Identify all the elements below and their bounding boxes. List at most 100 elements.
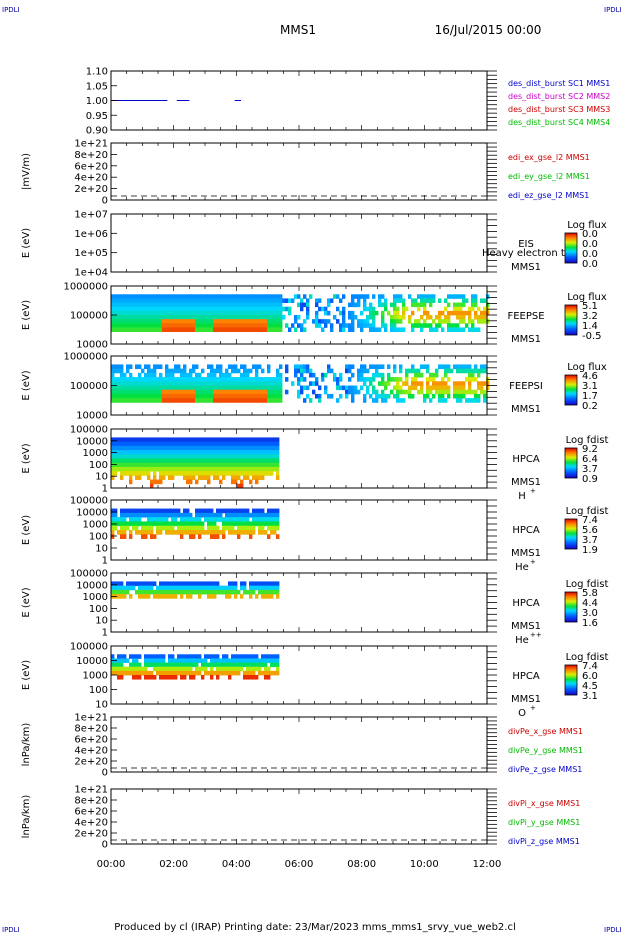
heatmap-cell: [171, 662, 175, 668]
heatmap-cell: [486, 294, 490, 299]
heatmap-cell: [246, 319, 250, 324]
heatmap-cell: [228, 441, 232, 447]
heatmap-cell: [228, 471, 232, 476]
heatmap-cell: [228, 670, 232, 676]
heatmap-cell: [126, 310, 130, 316]
heatmap-cell: [135, 398, 139, 403]
heatmap-cell: [162, 377, 166, 382]
heatmap-cell: [141, 534, 145, 539]
heatmap-cell: [225, 666, 229, 672]
heatmap-cell: [189, 534, 193, 539]
heatmap-cell: [351, 319, 355, 324]
heatmap-cell: [300, 302, 304, 308]
heatmap-cell: [138, 466, 142, 472]
heatmap-cell: [255, 294, 259, 299]
heatmap-cell: [246, 670, 250, 676]
heatmap-cell: [183, 675, 187, 680]
y-tick-label: 0: [102, 768, 108, 779]
species-charge: +: [530, 558, 536, 566]
heatmap-cell: [273, 525, 277, 531]
heatmap-cell: [138, 585, 142, 591]
y-tick-label: 6e+20: [74, 161, 108, 172]
heatmap-cell: [252, 471, 256, 476]
heatmap-cell: [111, 445, 115, 451]
heatmap-cell: [198, 462, 202, 468]
heatmap-cell: [225, 462, 229, 468]
heatmap-cell: [231, 658, 235, 663]
heatmap-cell: [126, 466, 130, 472]
heatmap-cell: [141, 462, 145, 468]
heatmap-cell: [453, 381, 457, 386]
heatmap-cell: [198, 585, 202, 591]
heatmap-cell: [144, 398, 148, 403]
heatmap-cell: [270, 525, 274, 531]
heatmap-cell: [186, 377, 190, 382]
heatmap-cell: [198, 445, 202, 451]
heatmap-cell: [225, 368, 229, 374]
heatmap-cell: [144, 589, 148, 595]
heatmap-cell: [216, 458, 220, 464]
heatmap-cell: [204, 323, 208, 328]
heatmap-cell: [252, 323, 256, 328]
heatmap-cell: [267, 364, 271, 370]
heatmap-cell: [246, 327, 250, 332]
heatmap-cell: [213, 654, 217, 659]
heatmap-cell: [399, 389, 403, 395]
heatmap-cell: [120, 594, 124, 599]
heatmap-cell: [201, 306, 205, 312]
heatmap-cell: [192, 658, 196, 663]
corner-br: IPDLI: [604, 926, 622, 934]
heatmap-cell: [351, 302, 355, 308]
heatmap-cell: [189, 479, 193, 485]
heatmap-cell: [171, 368, 175, 374]
heatmap-cell: [483, 368, 487, 374]
heatmap-cell: [411, 381, 415, 386]
heatmap-cell: [168, 372, 172, 378]
heatmap-cell: [243, 302, 247, 308]
heatmap-cell: [483, 389, 487, 395]
heatmap-cell: [180, 530, 184, 535]
heatmap-cell: [168, 385, 172, 391]
heatmap-cell: [201, 475, 205, 480]
heatmap-cell: [213, 372, 217, 378]
heatmap-cell: [267, 294, 271, 299]
heatmap-cell: [435, 389, 439, 395]
heatmap-cell: [411, 298, 415, 303]
heatmap-cell: [216, 389, 220, 395]
heatmap-cell: [264, 398, 268, 403]
heatmap-cell: [252, 310, 256, 316]
heatmap-cell: [165, 393, 169, 399]
heatmap-cell: [165, 594, 169, 599]
heatmap-cell: [228, 454, 232, 459]
heatmap-cell: [195, 471, 199, 476]
heatmap-cell: [198, 454, 202, 459]
heatmap-cell: [249, 310, 253, 316]
heatmap-cell: [240, 471, 244, 476]
heatmap-cell: [210, 471, 214, 476]
heatmap-cell: [237, 445, 241, 451]
heatmap-cell: [318, 319, 322, 324]
heatmap-cell: [360, 294, 364, 299]
heatmap-cell: [420, 381, 424, 386]
heatmap-cell: [132, 327, 136, 332]
heatmap-cell: [117, 306, 121, 312]
heatmap-cell: [171, 398, 175, 403]
heatmap-cell: [213, 534, 217, 539]
heatmap-cell: [249, 525, 253, 531]
heatmap-cell: [156, 364, 160, 370]
heatmap-cell: [174, 306, 178, 312]
heatmap-cell: [192, 445, 196, 451]
heatmap-cell: [462, 302, 466, 308]
heatmap-cell: [198, 302, 202, 308]
heatmap-cell: [150, 662, 154, 668]
heatmap-cell: [156, 445, 160, 451]
heatmap-cell: [114, 666, 118, 672]
y-axis-label: E (eV): [21, 660, 32, 690]
heatmap-cell: [258, 462, 262, 468]
heatmap-cell: [126, 398, 130, 403]
heatmap-cell: [195, 581, 199, 587]
heatmap-cell: [357, 302, 361, 308]
heatmap-cell: [183, 306, 187, 312]
heatmap-cell: [258, 512, 262, 518]
heatmap-cell: [471, 319, 475, 324]
